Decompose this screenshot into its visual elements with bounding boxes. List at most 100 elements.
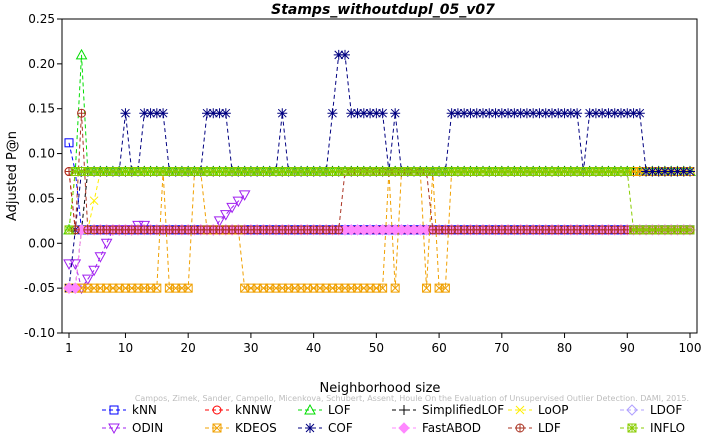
x-tick-label: 40 xyxy=(306,341,321,355)
point-kdeos xyxy=(422,283,432,293)
x-tick-label: 50 xyxy=(369,341,384,355)
point-kdeos xyxy=(390,283,400,293)
point-ldf xyxy=(77,108,87,118)
point-cof xyxy=(471,108,482,119)
point-cof xyxy=(340,49,350,60)
legend-item-fastabod: FastABOD xyxy=(392,421,481,435)
point-kdeos xyxy=(378,283,388,293)
point-cof xyxy=(641,166,652,177)
point-cof xyxy=(484,108,495,119)
legend-marker-ldof xyxy=(626,404,638,416)
point-cof xyxy=(459,108,470,119)
y-tick-label: -0.05 xyxy=(24,281,55,295)
point-cof xyxy=(547,108,557,119)
y-tick-label: -0.10 xyxy=(24,326,55,340)
point-odin xyxy=(213,216,226,227)
y-axis-label: Adjusted P@n xyxy=(5,131,20,221)
x-tick-label: 20 xyxy=(181,341,196,355)
y-tick-label: 0.05 xyxy=(28,191,55,205)
x-tick-label: 90 xyxy=(620,341,635,355)
legend-item-kdeos: KDEOS xyxy=(205,421,277,435)
point-cof xyxy=(139,108,150,119)
point-cof xyxy=(446,108,457,119)
y-tick-label: 0.20 xyxy=(28,57,55,71)
point-cof xyxy=(659,166,670,177)
point-odin xyxy=(232,196,245,208)
legend-marker-lof xyxy=(304,403,316,415)
point-cof xyxy=(151,108,162,119)
legend-label-knn: kNN xyxy=(132,403,157,417)
point-cof xyxy=(377,108,388,119)
legend-item-knn: kNN xyxy=(102,403,157,417)
point-cof xyxy=(220,108,231,119)
point-odin xyxy=(219,210,232,221)
point-cof xyxy=(553,108,564,119)
point-cof xyxy=(666,166,677,177)
point-cof xyxy=(503,108,514,119)
point-cof xyxy=(590,108,601,119)
legend-item-inflo: INFLO xyxy=(620,421,685,435)
point-cof xyxy=(327,108,338,119)
legend-item-loop: LoOP xyxy=(508,403,569,417)
legend-item-lof: LOF xyxy=(298,403,351,417)
chart-title: Stamps_withoutdupl_05_v07 xyxy=(271,2,495,18)
point-cof xyxy=(202,108,212,119)
legend-item-odin: ODIN xyxy=(102,421,163,435)
point-cof xyxy=(628,108,639,119)
point-cof xyxy=(609,108,620,119)
legend-item-cof: COF xyxy=(298,421,353,435)
y-tick-label: 0.25 xyxy=(28,12,55,26)
legend-label-loop: LoOP xyxy=(538,403,569,417)
x-tick-label: 80 xyxy=(557,341,572,355)
point-cof xyxy=(634,108,645,119)
point-cof xyxy=(120,108,131,119)
point-ldf xyxy=(334,225,344,235)
legend-label-inflo: INFLO xyxy=(650,421,685,434)
legend-item-knnw: kNNW xyxy=(205,403,272,417)
x-axis-label: Neighborhood size xyxy=(320,381,441,396)
point-fastabod xyxy=(69,282,81,294)
point-cof xyxy=(521,108,532,119)
legend-label-ldof: LDOF xyxy=(650,403,682,417)
legend-label-lof: LOF xyxy=(328,403,351,417)
legend-marker-loop xyxy=(515,405,525,415)
plot-area: -0.10 -0.05 0.00 0.05 0.10 0.15 0.20 0.25 1 10 20 3… xyxy=(24,12,702,355)
point-cof xyxy=(358,108,369,119)
legend: kNN kNNW LOF SimplifiedLOF LoOP LDOF ODIN KDEOS… xyxy=(102,403,685,435)
point-cof xyxy=(490,108,501,119)
point-lof xyxy=(75,48,88,60)
point-cof xyxy=(678,166,689,177)
legend-label-fastabod: FastABOD xyxy=(422,421,481,434)
point-cof xyxy=(277,108,288,119)
point-cof xyxy=(565,108,576,119)
point-cof xyxy=(214,108,225,119)
point-odin xyxy=(81,274,94,286)
point-cof xyxy=(158,108,169,119)
point-cof xyxy=(496,108,507,119)
point-odin xyxy=(100,238,113,250)
point-odin xyxy=(132,220,144,232)
point-cof xyxy=(465,108,476,119)
x-tick-label: 1 xyxy=(65,341,73,355)
point-cof xyxy=(572,108,583,119)
point-odin xyxy=(138,220,151,232)
point-cof xyxy=(647,166,658,177)
legend-marker-odin xyxy=(108,423,120,435)
y-tick-label: 0.10 xyxy=(28,147,55,161)
point-kdeos xyxy=(183,283,193,293)
point-cof xyxy=(685,166,695,177)
legend-marker-kdeos xyxy=(212,423,222,433)
point-cof xyxy=(653,166,664,177)
legend-item-ldf: LDF xyxy=(508,421,561,435)
legend-item-simplifiedlof: SimplifiedLOF xyxy=(392,403,504,417)
legend-label-simplifiedlof: SimplifiedLOF xyxy=(422,403,504,417)
point-cof xyxy=(145,108,156,119)
point-cof xyxy=(584,108,595,119)
point-cof xyxy=(622,108,633,119)
series-inflo xyxy=(64,167,695,235)
legend-marker-fastabod xyxy=(398,422,410,434)
legend-marker-inflo xyxy=(627,423,637,433)
